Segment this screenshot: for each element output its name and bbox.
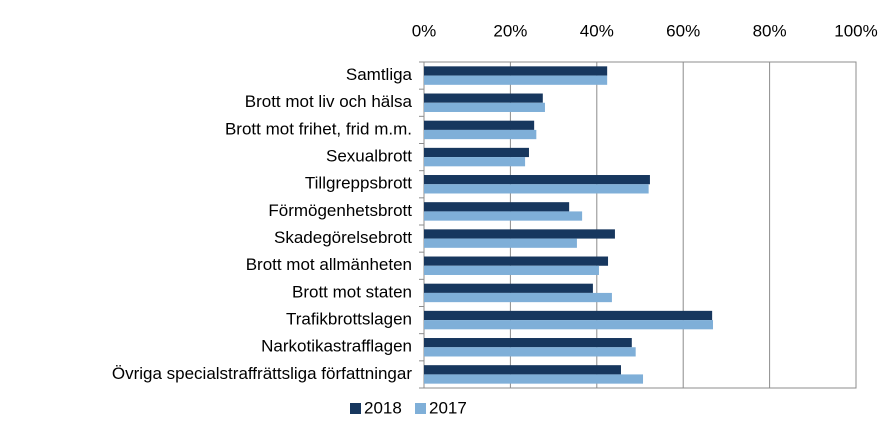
bar xyxy=(424,129,537,140)
bar xyxy=(424,265,599,275)
legend-label: 2018 xyxy=(364,398,402,417)
bar xyxy=(424,283,593,293)
bar xyxy=(424,147,529,158)
y-tick-label: Narkotikastrafflagen xyxy=(261,337,412,356)
bar xyxy=(424,292,612,303)
bar xyxy=(424,175,650,185)
y-tick-label: Trafikbrottslagen xyxy=(286,310,412,329)
bar xyxy=(424,229,615,239)
bar xyxy=(424,365,621,375)
x-tick-label: 100% xyxy=(834,21,877,40)
y-tick-label: Samtliga xyxy=(346,65,413,84)
bar xyxy=(424,211,583,221)
bar xyxy=(424,93,543,103)
bar xyxy=(424,320,714,330)
x-tick-label: 80% xyxy=(753,21,787,40)
bar xyxy=(424,102,545,112)
legend-swatch xyxy=(350,403,361,414)
bar xyxy=(424,184,649,194)
bar xyxy=(424,202,570,212)
bar xyxy=(424,157,526,167)
bar xyxy=(424,347,636,357)
y-tick-label: Brott mot allmänheten xyxy=(246,255,412,274)
x-tick-label: 60% xyxy=(666,21,700,40)
x-tick-label: 0% xyxy=(412,21,437,40)
y-tick-label: Brott mot liv och hälsa xyxy=(245,92,413,111)
bar xyxy=(424,374,644,384)
y-tick-label: Sexualbrott xyxy=(326,147,412,166)
bar xyxy=(424,75,608,85)
bar xyxy=(424,256,609,266)
bar xyxy=(424,66,608,76)
y-tick-label: Övriga specialstraffrättsliga författnin… xyxy=(112,364,412,383)
bar xyxy=(424,120,535,130)
y-tick-label: Brott mot frihet, frid m.m. xyxy=(225,119,412,138)
legend-swatch xyxy=(415,403,426,414)
bar xyxy=(424,238,577,248)
bar xyxy=(424,338,632,348)
y-tick-label: Förmögenhetsbrott xyxy=(268,201,412,220)
y-tick-label: Tillgreppsbrott xyxy=(305,174,412,193)
legend-label: 2017 xyxy=(429,398,467,417)
bar xyxy=(424,310,713,321)
y-tick-label: Brott mot staten xyxy=(292,282,412,301)
x-tick-label: 20% xyxy=(493,21,527,40)
x-tick-label: 40% xyxy=(580,21,614,40)
y-tick-label: Skadegörelsebrott xyxy=(274,228,412,247)
